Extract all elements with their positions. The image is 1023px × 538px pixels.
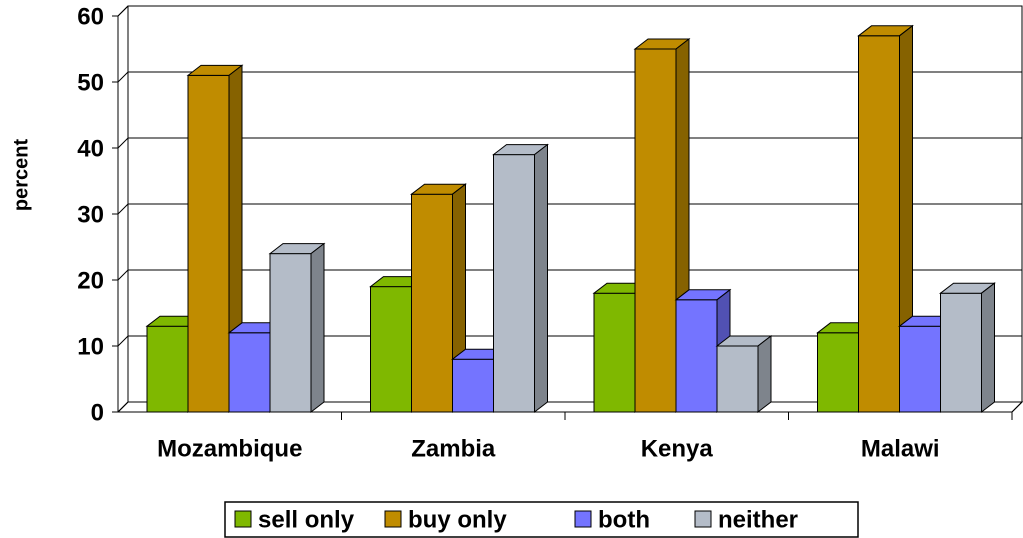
bar — [452, 358, 494, 413]
y-tick-label: 10 — [77, 333, 104, 360]
y-tick-label: 20 — [77, 267, 104, 294]
bar — [146, 325, 189, 413]
legend-swatch — [574, 510, 592, 528]
y-tick-label: 60 — [77, 3, 104, 30]
bar — [187, 74, 230, 413]
legend — [224, 501, 859, 538]
y-tick-label: 0 — [91, 399, 104, 426]
grid-line — [117, 269, 1022, 281]
legend-label: sell only — [258, 506, 355, 533]
bar — [370, 286, 412, 413]
bar — [493, 154, 535, 413]
y-tick-label: 50 — [77, 69, 104, 96]
grid-line — [117, 137, 1022, 149]
bar — [228, 332, 271, 413]
bar — [593, 292, 636, 413]
legend-swatch — [694, 510, 712, 528]
bar — [411, 193, 453, 413]
y-tick-label: 30 — [77, 201, 104, 228]
bar — [675, 299, 718, 413]
bar-side — [757, 334, 772, 414]
grid-line — [117, 5, 1022, 17]
legend-swatch — [234, 510, 252, 528]
bar — [634, 48, 677, 413]
bar-side — [981, 282, 995, 414]
legend-swatch — [384, 510, 402, 528]
grid-line — [117, 71, 1022, 83]
legend-label: both — [598, 506, 650, 533]
bar — [940, 292, 982, 413]
x-tick-label: Malawi — [861, 435, 940, 462]
bar — [269, 253, 312, 413]
legend-label: buy only — [408, 506, 507, 533]
x-tick-label: Zambia — [411, 435, 496, 462]
y-tick-label: 40 — [77, 135, 104, 162]
bar-side — [310, 242, 325, 414]
legend-label: neither — [718, 506, 798, 533]
x-tick-label: Kenya — [641, 435, 714, 462]
bar-side — [534, 143, 548, 414]
x-tick-label: Mozambique — [157, 435, 302, 462]
bar — [817, 332, 859, 413]
grid-line — [117, 203, 1022, 215]
y-axis-title: percent — [10, 139, 32, 212]
bar — [716, 345, 759, 413]
bar — [899, 325, 941, 413]
bar — [858, 35, 900, 413]
